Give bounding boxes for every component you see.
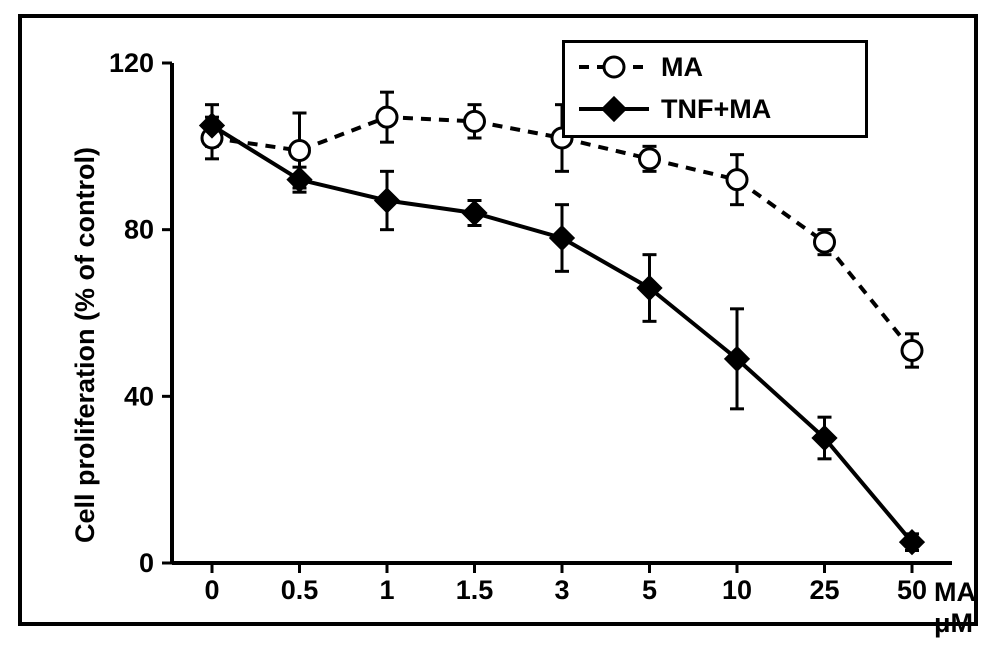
marker-MA (377, 107, 397, 127)
y-tick-label: 0 (139, 548, 154, 578)
y-tick-label: 120 (109, 48, 154, 78)
plot-area: 0408012000.511.535102550 (172, 63, 952, 563)
x-tick-label: 10 (722, 575, 752, 605)
x-tick-label: 0.5 (281, 575, 319, 605)
marker-MA (465, 111, 485, 131)
legend-box: MA TNF+MA (562, 40, 868, 138)
x-tick-label: 5 (642, 575, 657, 605)
marker-TNF+MA (464, 202, 486, 224)
marker-TNF+MA (551, 227, 573, 249)
x-tick-label: 3 (554, 575, 569, 605)
marker-MA (640, 149, 660, 169)
marker-MA (727, 170, 747, 190)
y-tick-label: 40 (124, 381, 154, 411)
series-line-TNF+MA (212, 126, 912, 543)
chart-frame: 0408012000.511.535102550 Cell proliferat… (18, 14, 978, 626)
x-tick-label: 50 (897, 575, 927, 605)
y-axis-title: Cell proliferation (% of control) (70, 147, 101, 543)
legend-label-MA: MA (661, 52, 703, 82)
x-tick-label: 1 (379, 575, 394, 605)
x-axis-title: MA μM (934, 577, 975, 639)
marker-MA (290, 141, 310, 161)
x-tick-label: 0 (204, 575, 219, 605)
chart-svg: 0408012000.511.535102550 (172, 63, 952, 563)
x-tick-label: 1.5 (456, 575, 494, 605)
y-tick-label: 80 (124, 215, 154, 245)
legend-label-TNF+MA: TNF+MA (661, 94, 771, 124)
marker-TNF+MA (289, 169, 311, 191)
marker-TNF+MA (376, 190, 398, 212)
marker-MA (815, 232, 835, 252)
x-tick-label: 25 (809, 575, 839, 605)
marker-MA (902, 341, 922, 361)
